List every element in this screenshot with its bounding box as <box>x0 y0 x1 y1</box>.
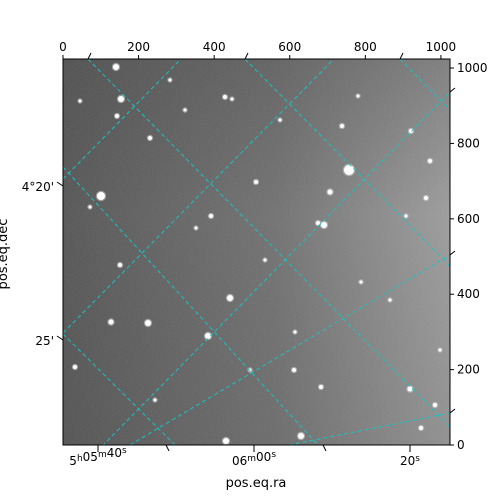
ra-minor-tick <box>322 444 327 452</box>
star <box>438 348 442 352</box>
star <box>319 385 323 389</box>
star <box>293 330 297 334</box>
star <box>298 433 304 439</box>
star <box>148 136 152 140</box>
dec-tick-label: 4°20' <box>22 180 54 194</box>
star <box>108 319 114 325</box>
star <box>118 96 124 102</box>
star <box>404 214 408 218</box>
y-pixel-tick-label: 0 <box>457 438 465 452</box>
ra-minor-tick <box>399 52 404 60</box>
pixel-axis-ticks: 0 200 400 600 800 1000 0 200 400 600 800 1000 <box>59 40 487 452</box>
grid-line <box>102 91 450 445</box>
star <box>344 165 354 175</box>
y-pixel-tick-label: 1000 <box>457 61 488 75</box>
star <box>407 386 413 392</box>
star <box>194 226 198 230</box>
x-pixel-tick-label: 0 <box>59 40 67 54</box>
star <box>183 108 187 112</box>
star <box>292 368 296 372</box>
star-field <box>71 62 443 445</box>
grid-line <box>87 59 450 428</box>
grid-line <box>63 59 335 334</box>
x-pixel-tick-label: 400 <box>203 40 226 54</box>
star <box>424 196 428 200</box>
ra-tick-label: 20s <box>400 454 420 468</box>
star <box>73 365 77 369</box>
x-pixel-tick-label: 200 <box>127 40 150 54</box>
star <box>359 280 363 284</box>
star <box>113 64 119 70</box>
grid-line <box>288 412 450 445</box>
ra-minor-tick <box>87 52 92 60</box>
dec-tick-label: 25' <box>35 334 54 348</box>
ra-tick-label: 06m00s <box>232 450 276 468</box>
star <box>433 403 437 407</box>
sky-image <box>63 59 450 445</box>
x-axis-label: pos.eq.ra <box>226 476 287 491</box>
y-pixel-tick-label: 600 <box>457 212 480 226</box>
star <box>428 159 432 163</box>
star <box>97 192 105 200</box>
star <box>327 189 333 195</box>
star <box>340 124 344 128</box>
star <box>153 398 157 402</box>
y-pixel-tick-label: 400 <box>457 287 480 301</box>
star <box>78 99 82 103</box>
star <box>168 78 172 82</box>
celestial-grid <box>63 59 450 445</box>
star <box>263 258 267 262</box>
star <box>118 263 122 267</box>
dec-minor-tick <box>449 408 456 414</box>
star <box>316 221 320 225</box>
x-pixel-tick-label: 600 <box>278 40 301 54</box>
star <box>419 426 423 430</box>
star <box>209 214 213 218</box>
star <box>145 320 151 326</box>
dec-minor-tick <box>449 250 456 256</box>
y-pixel-tick-label: 800 <box>457 136 480 150</box>
dec-minor-tick <box>449 87 456 93</box>
grid-line <box>63 59 182 180</box>
star <box>205 333 211 339</box>
y-pixel-tick-label: 200 <box>457 363 480 377</box>
ra-minor-tick <box>244 52 249 60</box>
star <box>321 222 327 228</box>
grid-line <box>129 254 450 445</box>
star <box>115 114 119 118</box>
x-pixel-tick-label: 1000 <box>426 40 457 54</box>
y-axis-label: pos.eq.dec <box>0 219 11 290</box>
star <box>230 97 234 101</box>
dec-tick <box>56 335 64 341</box>
star <box>227 295 233 301</box>
plot-frame <box>62 58 451 446</box>
ra-tick-label: 5h05m40s <box>69 446 127 468</box>
ra-minor-tick <box>165 444 170 452</box>
star <box>254 180 258 184</box>
star <box>388 298 392 302</box>
grid-line <box>63 333 176 445</box>
world-axis-ticks: 5h05m40s 06m00s 20s 4°20' 25' <box>22 52 456 468</box>
dec-tick <box>56 181 64 187</box>
grid-line <box>399 59 450 111</box>
star <box>223 95 227 99</box>
star <box>356 94 360 98</box>
x-pixel-tick-label: 800 <box>354 40 377 54</box>
star <box>278 118 282 122</box>
star <box>223 438 229 444</box>
star <box>88 205 92 209</box>
